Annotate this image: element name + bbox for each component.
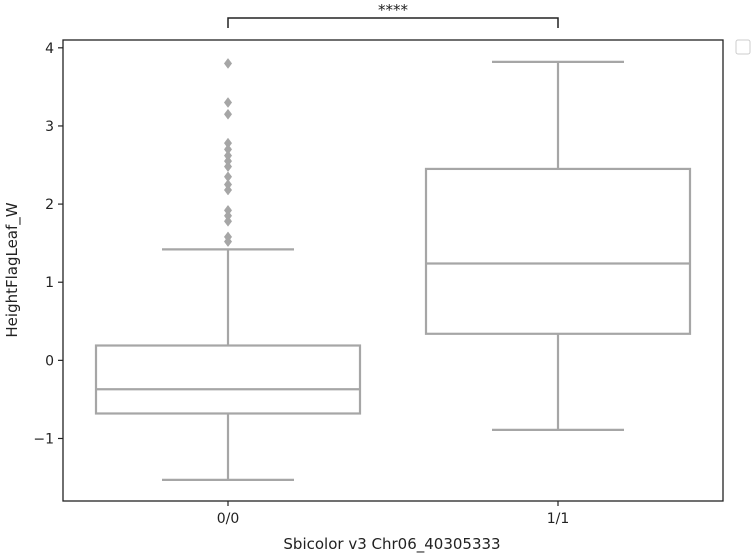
significance-bracket xyxy=(227,17,559,28)
legend-box xyxy=(735,39,751,55)
y-tick-label: 3 xyxy=(45,119,54,135)
y-tick-label: 0 xyxy=(45,353,54,369)
outlier-point xyxy=(223,204,233,216)
iqr-box xyxy=(94,344,362,415)
outlier-point xyxy=(223,97,233,108)
x-axis: 0/0 1/1 xyxy=(217,501,570,527)
box-1-1 xyxy=(424,60,692,431)
outlier-point xyxy=(223,171,233,183)
y-tick-label: 4 xyxy=(45,41,54,57)
outlier-point xyxy=(223,184,233,196)
outlier-point xyxy=(223,137,233,149)
outlier-point xyxy=(223,143,233,155)
outlier-point xyxy=(223,215,233,227)
x-tick-label: 0/0 xyxy=(217,511,240,527)
y-tick-label: 2 xyxy=(45,197,54,213)
outlier-point xyxy=(223,108,233,120)
outlier-point xyxy=(223,210,233,222)
outlier-point xyxy=(223,150,233,162)
significance-label: **** xyxy=(378,1,409,19)
outlier-point xyxy=(223,161,233,172)
plot-frame xyxy=(62,39,724,502)
y-tick-label: −1 xyxy=(33,431,54,447)
y-axis-label: HeightFlagLeaf_W xyxy=(3,202,22,337)
outlier-point xyxy=(223,231,233,243)
outlier-point xyxy=(223,155,233,167)
y-axis: −1 0 1 2 3 4 xyxy=(33,41,63,447)
x-axis-label: Sbicolor v3 Chr06_40305333 xyxy=(283,535,500,554)
y-tick-label: 1 xyxy=(45,275,54,291)
outlier-point xyxy=(223,58,233,69)
iqr-box xyxy=(424,167,692,335)
box-0-0 xyxy=(94,58,362,482)
box-series xyxy=(94,58,692,482)
significance-annotation: **** xyxy=(227,1,559,28)
outlier-point xyxy=(223,179,233,190)
x-tick-label: 1/1 xyxy=(547,511,570,527)
